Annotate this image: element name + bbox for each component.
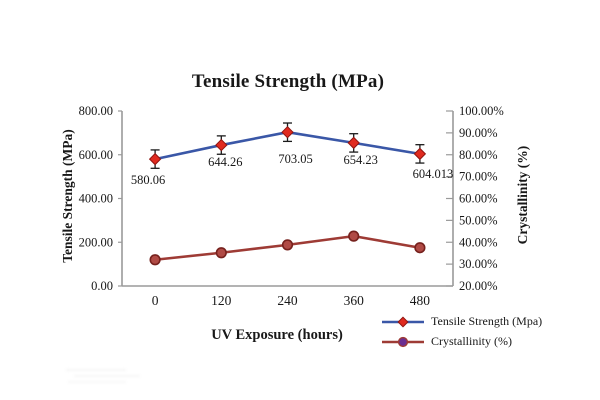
right-axis-tick-label: 20.00% — [459, 279, 498, 293]
left-axis-tick-label: 800.00 — [79, 104, 113, 118]
crystallinity-data-point-circle-icon[interactable] — [149, 254, 161, 266]
chart-title: Tensile Strength (MPa) — [191, 71, 385, 92]
right-axis-tick-label: 30.00% — [459, 257, 498, 271]
legend-label-tensile: Tensile Strength (Mpa) — [431, 314, 543, 328]
legend-item-crystallinity[interactable]: Crystallinity (%) — [380, 334, 542, 349]
data-label: 580.06 — [131, 173, 165, 187]
right-axis-tick-label: 100.00% — [459, 104, 504, 118]
x-axis-title: UV Exposure (hours) — [211, 327, 343, 343]
right-axis-tick-label: 80.00% — [459, 148, 498, 162]
data-label: 644.26 — [208, 155, 242, 169]
right-axis-tick-label: 70.00% — [459, 170, 498, 184]
right-axis-tick-label: 50.00% — [459, 213, 498, 227]
x-axis-tick-label: 360 — [344, 293, 365, 308]
left-axis-tick-label: 600.00 — [79, 148, 113, 162]
crystallinity-data-point-circle-icon[interactable] — [215, 247, 227, 259]
legend: Tensile Strength (Mpa) Crystallinity (%) — [380, 314, 542, 349]
x-axis-tick-label: 0 — [152, 293, 159, 308]
data-label: 654.23 — [344, 153, 378, 167]
right-axis-tick-label: 90.00% — [459, 126, 498, 140]
x-axis-tick-label: 480 — [410, 293, 431, 308]
x-axis-tick-label: 240 — [277, 293, 298, 308]
legend-item-tensile[interactable]: Tensile Strength (Mpa) — [380, 314, 542, 329]
right-axis-tick-label: 40.00% — [459, 235, 498, 249]
left-axis-tick-label: 0.00 — [91, 279, 113, 293]
tensile-data-point-diamond-icon[interactable] — [148, 152, 162, 166]
tensile-data-point-diamond-icon[interactable] — [347, 136, 360, 150]
left-axis-tick-label: 200.00 — [79, 235, 113, 249]
left-axis-title: Tensile Strength (MPa) — [60, 129, 75, 263]
crystallinity-data-point-circle-icon[interactable] — [281, 239, 294, 251]
crystallinity-data-point-circle-icon[interactable] — [348, 230, 360, 242]
right-axis-tick-label: 60.00% — [459, 192, 498, 206]
left-axis-tick-label: 400.00 — [79, 192, 113, 206]
watermark-smudge — [66, 367, 144, 385]
crystallinity-data-point-circle-icon[interactable] — [414, 242, 426, 254]
data-label: 604.013 — [413, 167, 454, 181]
tensile-data-point-diamond-icon[interactable] — [215, 138, 228, 152]
tensile-data-point-diamond-icon[interactable] — [413, 147, 427, 161]
x-axis-tick-label: 120 — [211, 293, 232, 308]
legend-label-crystallinity: Crystallinity (%) — [431, 334, 512, 348]
tensile-data-point-diamond-icon[interactable] — [281, 126, 294, 139]
data-label: 703.05 — [278, 152, 312, 166]
crystallinity-legend-line-circle-icon — [382, 336, 424, 347]
right-axis-title: Crystallinity (%) — [515, 145, 530, 245]
tensile-legend-line-diamond-icon — [382, 315, 424, 328]
